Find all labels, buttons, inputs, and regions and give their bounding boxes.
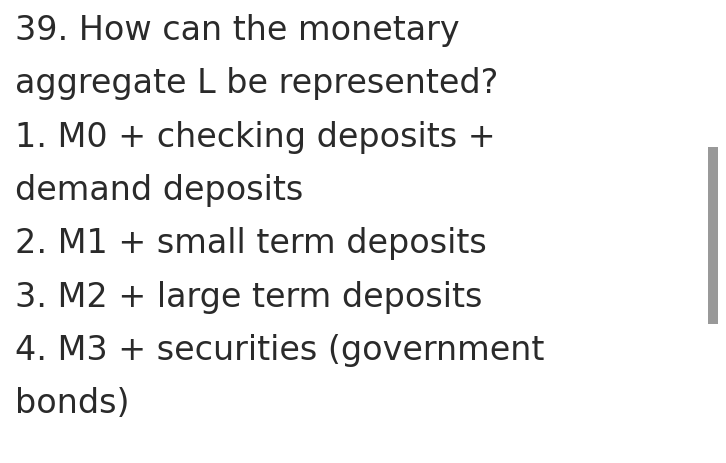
Bar bbox=[708, 148, 718, 324]
Text: demand deposits: demand deposits bbox=[15, 174, 303, 206]
Text: bonds): bonds) bbox=[15, 387, 129, 419]
Text: aggregate L be represented?: aggregate L be represented? bbox=[15, 67, 498, 100]
Text: 3. M2 + large term deposits: 3. M2 + large term deposits bbox=[15, 280, 482, 313]
Text: 1. M0 + checking deposits +: 1. M0 + checking deposits + bbox=[15, 120, 495, 153]
Text: 39. How can the monetary: 39. How can the monetary bbox=[15, 14, 459, 47]
Text: 2. M1 + small term deposits: 2. M1 + small term deposits bbox=[15, 227, 486, 260]
Text: 4. M3 + securities (government: 4. M3 + securities (government bbox=[15, 333, 544, 366]
